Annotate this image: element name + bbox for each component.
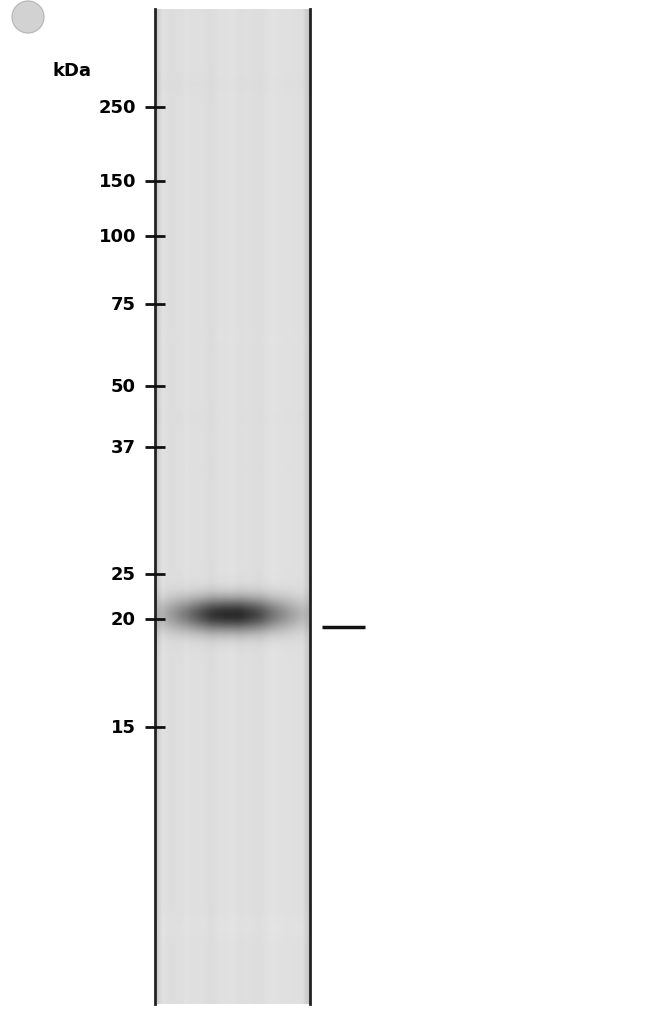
Text: 75: 75 bbox=[111, 296, 136, 314]
Text: 50: 50 bbox=[111, 378, 136, 395]
Text: kDa: kDa bbox=[52, 62, 91, 79]
Polygon shape bbox=[12, 2, 44, 34]
Text: 25: 25 bbox=[111, 566, 136, 584]
Text: 150: 150 bbox=[99, 173, 136, 191]
Text: 37: 37 bbox=[111, 438, 136, 457]
Text: 250: 250 bbox=[99, 99, 136, 117]
Text: 20: 20 bbox=[111, 610, 136, 629]
Text: 100: 100 bbox=[99, 228, 136, 246]
Text: 15: 15 bbox=[111, 718, 136, 737]
